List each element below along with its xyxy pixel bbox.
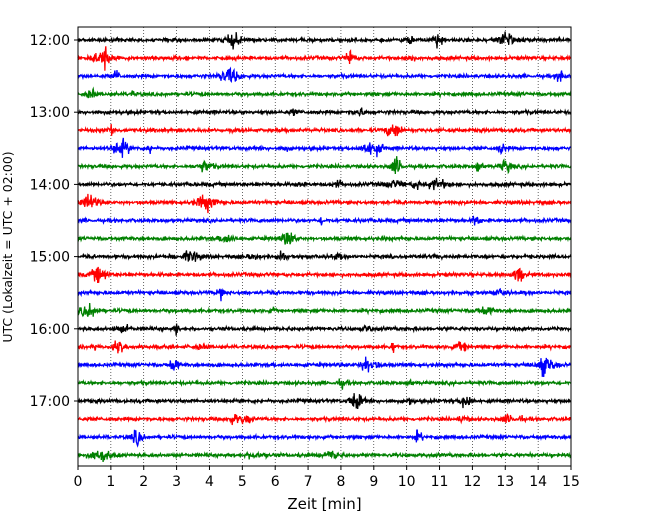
trace-1330 (77, 137, 572, 158)
x-tick-label-11: 11 (431, 474, 449, 490)
x-tick-label-14: 14 (529, 474, 547, 490)
y-axis-title: UTC (Lokalzeit = UTC + 02:00) (0, 151, 15, 342)
trace-1445 (77, 232, 572, 245)
y-tick-label-3: 15:00 (30, 250, 70, 266)
plot-background (78, 27, 571, 466)
x-axis: 0 1 2 3 4 5 6 7 8 9 10 11 12 13 14 15 (74, 466, 580, 490)
y-tick-label-4: 16:00 (30, 322, 70, 338)
x-tick-label-2: 2 (139, 474, 148, 490)
y-tick-label-5: 17:00 (30, 394, 70, 410)
x-tick-label-15: 15 (562, 474, 580, 490)
trace-1430 (77, 215, 572, 226)
trace-1245 (77, 86, 572, 99)
x-tick-label-13: 13 (496, 474, 514, 490)
trace-1715 (77, 413, 572, 426)
y-axis: 12:00 13:00 14:00 15:00 16:00 17:00 (30, 33, 78, 410)
trace-1500 (77, 250, 572, 262)
trace-1230 (77, 66, 572, 83)
trace-1745 (77, 450, 572, 462)
trace-1545 (77, 302, 572, 318)
y-tick-label-2: 14:00 (30, 177, 70, 193)
x-tick-label-12: 12 (463, 474, 481, 490)
x-axis-title: Zeit [min] (287, 495, 361, 513)
trace-1700 (77, 393, 572, 410)
trace-1345 (77, 156, 572, 175)
x-tick-label-10: 10 (398, 474, 416, 490)
trace-1630 (77, 356, 572, 378)
trace-1730 (77, 429, 572, 448)
trace-1645 (77, 378, 572, 390)
x-tick-label-4: 4 (205, 474, 214, 490)
trace-1200 (77, 31, 572, 50)
x-tick-label-7: 7 (304, 474, 313, 490)
x-tick-label-1: 1 (106, 474, 115, 490)
y-tick-label-0: 12:00 (30, 33, 70, 49)
x-tick-label-3: 3 (172, 474, 181, 490)
trace-1400 (77, 177, 572, 191)
grid-lines (110, 27, 539, 466)
trace-1215 (77, 46, 572, 71)
x-tick-label-9: 9 (369, 474, 378, 490)
y-tick-label-1: 13:00 (30, 105, 70, 121)
x-tick-label-8: 8 (336, 474, 345, 490)
trace-1600 (77, 323, 572, 336)
trace-1300 (77, 107, 572, 117)
trace-1415 (77, 193, 572, 214)
trace-group (77, 31, 572, 462)
x-tick-label-6: 6 (271, 474, 280, 490)
trace-1315 (77, 124, 572, 137)
plot-frame (77, 26, 572, 467)
trace-1530 (77, 287, 572, 302)
trace-1615 (77, 340, 572, 354)
x-tick-label-5: 5 (238, 474, 247, 490)
x-tick-label-0: 0 (74, 474, 83, 490)
trace-1515 (77, 266, 572, 284)
